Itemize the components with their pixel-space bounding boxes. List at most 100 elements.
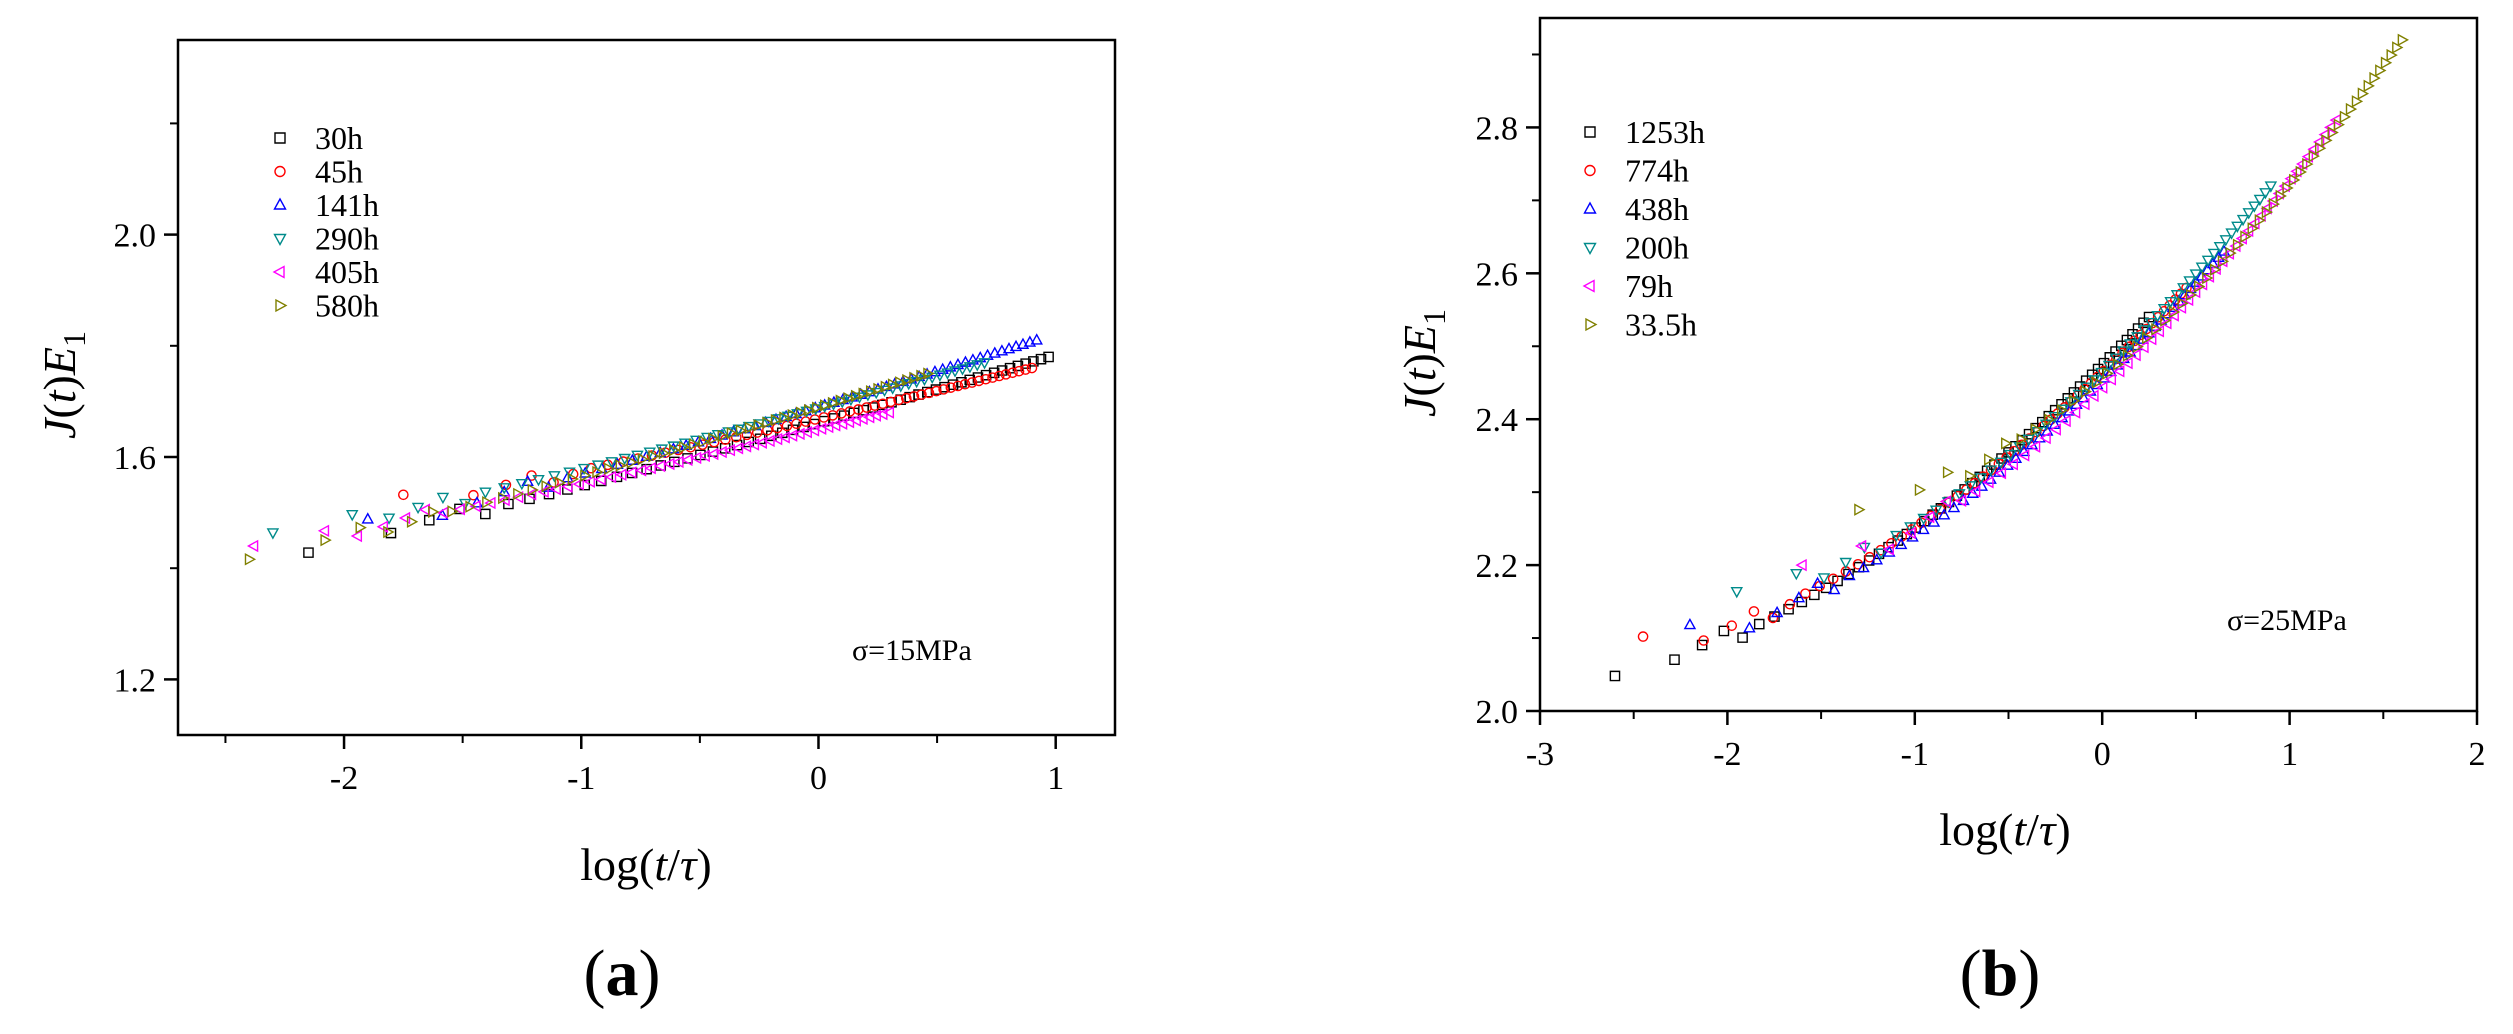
data-point [2004, 449, 2017, 462]
data-point [995, 344, 1009, 356]
y-axis-title-a: J(t)E1 [34, 331, 92, 439]
data-point [1000, 369, 1012, 380]
data-point [2069, 394, 2081, 408]
data-point [1020, 364, 1031, 375]
data-point [835, 394, 847, 407]
data-point [1683, 617, 1697, 630]
data-point [637, 452, 650, 466]
data-point [1857, 560, 1870, 573]
data-point [739, 440, 752, 453]
data-point [1770, 605, 1784, 618]
data-point [2357, 87, 2370, 100]
legend-label: 405h [315, 254, 379, 290]
data-point [2132, 340, 2144, 353]
y-tick-label: 2.0 [1476, 694, 1519, 731]
data-point [572, 477, 584, 491]
data-point [1035, 353, 1047, 365]
data-point [971, 360, 984, 372]
data-point [2102, 360, 2116, 373]
data-point [715, 445, 727, 459]
data-point [880, 380, 893, 394]
data-point [592, 465, 604, 479]
data-point [1854, 539, 1867, 553]
data-point [1817, 573, 1831, 585]
data-point [2225, 228, 2238, 240]
data-point [626, 456, 639, 469]
data-point [1790, 568, 1803, 581]
legend-label: 580h [315, 288, 379, 324]
data-point [320, 533, 332, 547]
data-point [956, 364, 969, 376]
data-point [1917, 513, 1930, 526]
data-point [1929, 505, 1943, 517]
data-point [1937, 508, 1951, 520]
data-point [1839, 557, 1852, 570]
data-point [2160, 317, 2172, 330]
data-point [1698, 635, 1709, 646]
data-point [2006, 457, 2018, 471]
data-point [1030, 333, 1043, 345]
data-point [959, 378, 971, 390]
data-point [1012, 360, 1024, 372]
data-point [1894, 537, 1908, 550]
data-point [762, 416, 774, 429]
data-point [988, 346, 1002, 358]
data-point [827, 396, 840, 410]
data-point [980, 373, 992, 385]
data-point [634, 464, 647, 477]
data-point [605, 457, 618, 469]
data-point [2217, 255, 2230, 268]
data-point [1028, 356, 1039, 367]
data-point [2201, 255, 2215, 267]
data-point [2386, 48, 2398, 62]
data-point [2295, 157, 2308, 171]
data-point [755, 436, 767, 449]
data-point [583, 475, 595, 488]
x-tick-label: -3 [1526, 736, 1554, 773]
data-point [707, 447, 719, 461]
data-point [453, 503, 465, 516]
data-point [511, 490, 524, 504]
data-point [791, 409, 804, 421]
data-point [498, 491, 510, 505]
data-point [877, 398, 889, 410]
data-point [2380, 56, 2393, 70]
data-point [406, 515, 419, 528]
data-point [355, 521, 367, 534]
data-point [515, 478, 529, 491]
data-point [2164, 297, 2177, 309]
legend-marker [1582, 279, 1595, 293]
data-point [869, 400, 881, 411]
data-point [2102, 367, 2114, 380]
data-point [669, 456, 680, 468]
data-point [908, 391, 920, 402]
data-point [567, 472, 580, 486]
data-point [2049, 423, 2061, 436]
data-point [513, 487, 525, 501]
data-point [2231, 221, 2244, 233]
data-point [952, 380, 964, 392]
data-point [2091, 376, 2104, 389]
data-point [888, 377, 902, 389]
data-point [698, 449, 710, 463]
x-tick-label: -1 [567, 760, 595, 797]
data-point [2095, 367, 2108, 380]
data-point [1939, 495, 1952, 508]
data-point [2259, 188, 2272, 200]
data-point [865, 385, 878, 398]
data-point [1730, 586, 1744, 599]
data-point [776, 427, 788, 439]
data-point [376, 520, 388, 533]
data-point [669, 443, 681, 457]
data-point [688, 438, 701, 451]
data-point [2369, 71, 2381, 85]
chart-panel-b: -3 -2 -1 0 1 2 2.0 2.2 2.4 2.6 2.8 1253h774h438h20… [1394, 16, 2486, 1010]
legend-marker [274, 132, 286, 144]
data-point [1923, 510, 1935, 524]
data-point [1827, 573, 1839, 585]
legend-marker [273, 197, 287, 210]
legend-marker [1583, 201, 1597, 214]
panel-label-b: (b) [1960, 937, 2041, 1010]
